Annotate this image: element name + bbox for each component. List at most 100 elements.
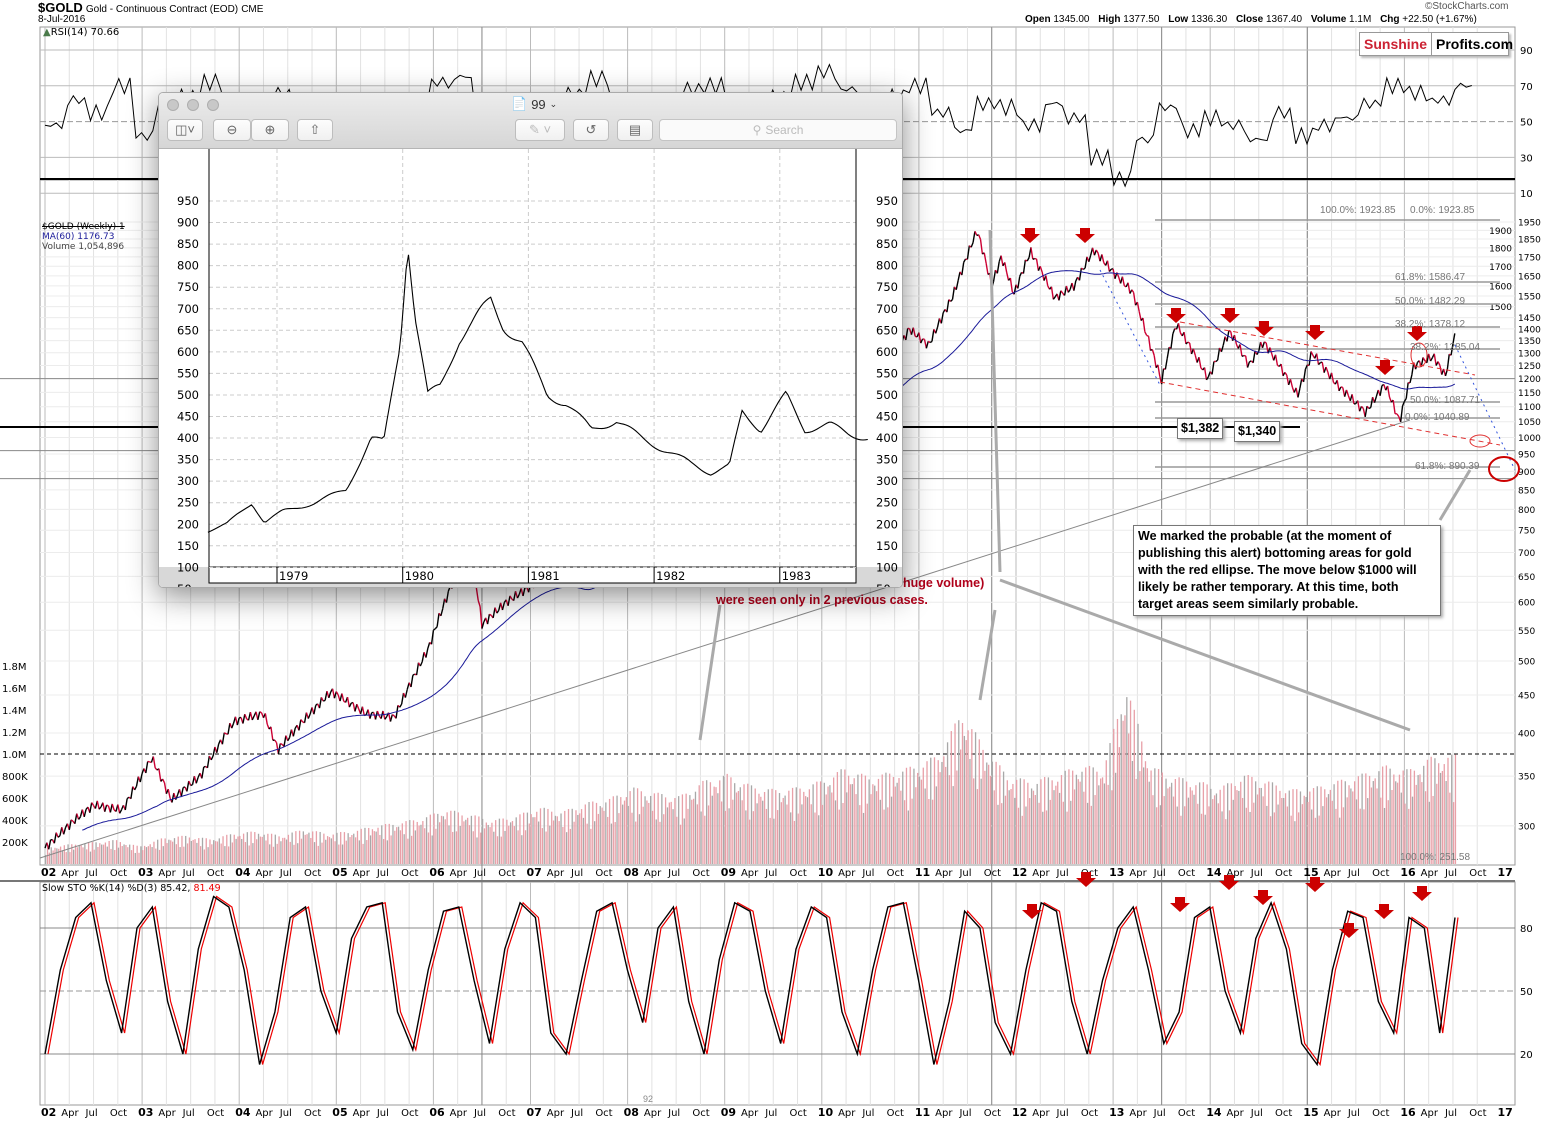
volume-bar: [1200, 813, 1203, 864]
volume-bar: [474, 815, 476, 864]
price-bar: [432, 628, 436, 631]
x-axis-label: Jul: [958, 1108, 971, 1119]
rotate-button[interactable]: ↺: [573, 119, 609, 141]
price-bar: [1157, 364, 1161, 377]
volume-bar: [343, 832, 346, 864]
volume-bar: [1329, 789, 1332, 864]
price-bar: [251, 715, 255, 721]
x-axis-label: Oct: [1275, 868, 1292, 879]
zoom-in-button[interactable]: ⊕: [251, 119, 289, 141]
volume-bar: [1247, 775, 1249, 864]
volume-bar: [284, 837, 286, 864]
x-axis-label: 15: [1303, 1106, 1318, 1119]
x-axis-label: Apr: [1129, 868, 1147, 879]
volume-bar: [924, 788, 926, 864]
price-bar: [1379, 385, 1383, 396]
volume-bar: [162, 846, 164, 864]
volume-bar: [1096, 771, 1098, 864]
volume-bar: [661, 794, 663, 864]
volume-bar: [696, 804, 698, 864]
x-axis-label: Jul: [85, 868, 98, 879]
volume-bar: [1288, 790, 1290, 864]
price-bar: [68, 819, 72, 830]
price-bar: [1357, 400, 1361, 412]
volume-bar: [644, 796, 646, 864]
x-axis-label: Oct: [304, 1108, 321, 1119]
volume-bar: [478, 816, 480, 864]
volume-bar: [502, 818, 504, 864]
volume-bar: [646, 800, 648, 864]
volume-bar: [1150, 770, 1152, 864]
volume-bar: [125, 844, 127, 864]
price-bar: [1401, 401, 1406, 407]
volume-bar: [674, 798, 676, 864]
price-bar: [1078, 267, 1083, 281]
zoom-out-button[interactable]: ⊖: [213, 119, 251, 141]
preview-y-label: 500: [876, 388, 898, 402]
price-bar: [1439, 365, 1443, 375]
volume-bar: [752, 811, 755, 864]
volume-bar: [1426, 759, 1429, 864]
volume-bar: [71, 844, 73, 864]
search-input[interactable]: ⚲ Search: [659, 119, 897, 141]
volume-bar: [99, 843, 101, 864]
x-axis-label: Oct: [110, 868, 127, 879]
volume-bar: [989, 775, 992, 864]
red-arrow-icon: [1170, 897, 1190, 912]
volume-bar: [500, 836, 502, 864]
volume-bar: [517, 830, 519, 864]
volume-bar: [175, 844, 178, 864]
volume-bar: [1159, 805, 1162, 864]
markup-button[interactable]: ✎ ˅: [515, 119, 565, 141]
price-bar: [1172, 328, 1176, 335]
price-bar: [335, 691, 339, 696]
volume-bar: [272, 846, 275, 864]
price-bar: [963, 258, 967, 263]
minimize-button[interactable]: [187, 99, 199, 111]
volume-bar: [875, 791, 878, 864]
volume-bar: [945, 766, 947, 864]
preview-titlebar[interactable]: 📄 99 ⌄ ◫˅ ⊖ ⊕ ⇧ ✎ ˅ ↺ ▤ ⚲ Search: [159, 93, 902, 149]
price-tick-label: 1450: [1518, 314, 1541, 324]
volume-bar: [265, 840, 267, 864]
volume-bar: [864, 775, 867, 864]
volume-bar: [196, 842, 198, 864]
price-bar: [1249, 360, 1252, 363]
volume-bar: [121, 846, 123, 864]
toolbox-button[interactable]: ▤: [617, 119, 653, 141]
preview-y-label: 350: [876, 453, 898, 467]
price-tick-label: 900: [1518, 468, 1535, 478]
volume-bar: [95, 842, 97, 864]
volume-bar: [186, 843, 189, 864]
zoom-button[interactable]: [207, 99, 219, 111]
volume-bar: [560, 813, 562, 864]
x-axis-label: Oct: [692, 868, 709, 879]
share-button[interactable]: ⇧: [297, 119, 333, 141]
window-title[interactable]: 📄 99 ⌄: [511, 96, 557, 112]
x-axis-label: Apr: [1324, 1108, 1342, 1119]
preview-window[interactable]: 📄 99 ⌄ ◫˅ ⊖ ⊕ ⇧ ✎ ˅ ↺ ▤ ⚲ Search 950 950 900 9…: [158, 92, 903, 588]
close-button[interactable]: [167, 99, 179, 111]
price-bar: [1019, 271, 1023, 277]
price-tick-label: 950: [1518, 450, 1535, 460]
volume-bar: [216, 841, 219, 864]
x-axis-label: Jul: [570, 1108, 583, 1119]
sidebar-toggle-button[interactable]: ◫˅: [167, 119, 203, 141]
volume-bar: [747, 783, 749, 864]
highlight-ellipse: [1410, 342, 1428, 368]
preview-y-label: 400: [177, 431, 199, 445]
price-bar: [1005, 272, 1010, 281]
volume-bar: [767, 789, 769, 864]
volume-bar: [909, 766, 911, 864]
price-bar: [950, 299, 954, 302]
price-bar: [188, 780, 192, 786]
x-axis-label: Jul: [1347, 868, 1360, 879]
volume-bar: [974, 732, 977, 864]
volume-bar: [63, 845, 65, 864]
preview-chart: 950 950 900 900 850 850 800 800 750 750 700 700 650 6…: [159, 149, 902, 587]
volume-bar: [1318, 815, 1320, 864]
volume-bar: [377, 827, 379, 864]
search-icon: ⚲: [752, 123, 762, 137]
volume-bar: [452, 831, 454, 864]
x-axis-label: 08: [624, 1106, 639, 1119]
